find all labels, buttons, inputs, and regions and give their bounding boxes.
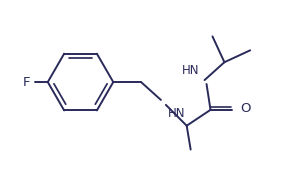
Text: HN: HN (182, 64, 200, 77)
Text: F: F (22, 76, 30, 89)
Text: O: O (240, 102, 251, 115)
Text: HN: HN (168, 107, 185, 120)
